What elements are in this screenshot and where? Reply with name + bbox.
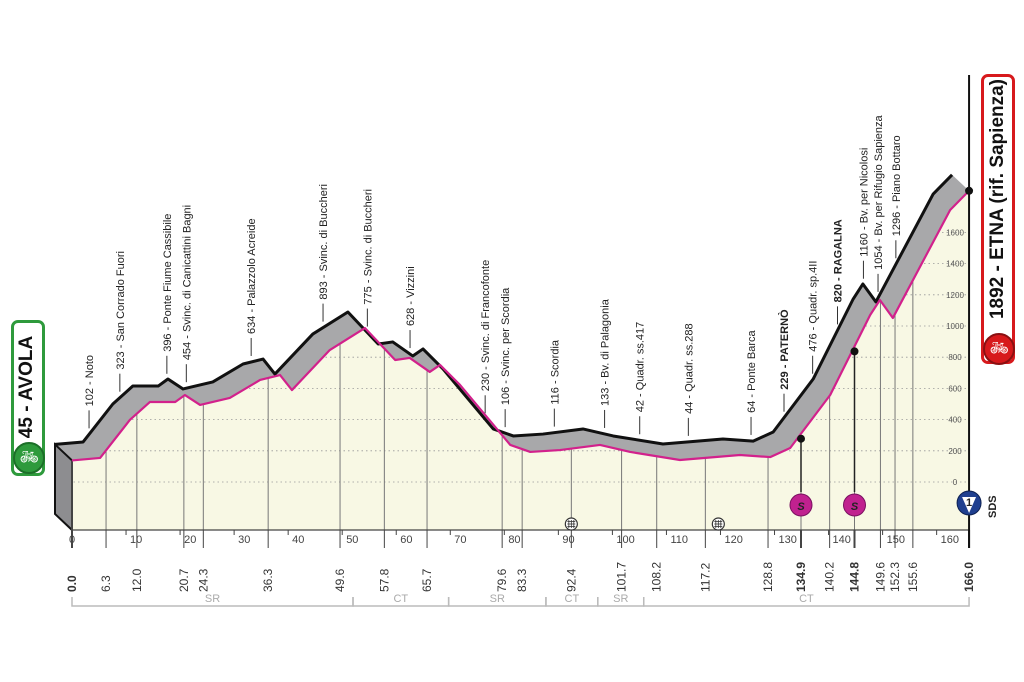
sector-bracket <box>642 597 970 607</box>
finish-label: 1892 - ETNA (rif. Sapienza) <box>987 78 1008 320</box>
profile-start-face <box>54 442 73 533</box>
waypoint-label: 323 - San Corrado Fuori <box>115 251 127 370</box>
x-tick-label: 130 <box>779 534 797 546</box>
km-label: 12.0 <box>130 568 144 592</box>
sprint-dot <box>796 434 805 443</box>
km-label: 144.8 <box>847 562 861 592</box>
x-tick-label: 70 <box>454 534 466 546</box>
start-badge: 45 - AVOLA 🚲︎ <box>11 320 45 476</box>
waypoint-label: 454 - Svinc. di Canicattini Bagni <box>181 205 193 360</box>
y-tick-label: 0 <box>953 478 958 487</box>
finish-badge: 1892 - ETNA (rif. Sapienza) 🚲︎ <box>981 74 1015 365</box>
finish-marker-triangle <box>962 497 977 513</box>
start-label: 45 - AVOLA <box>16 335 37 439</box>
x-tick-label: 150 <box>887 534 905 546</box>
x-tick-label: 90 <box>562 534 574 546</box>
finish-marker-label: 1 <box>966 497 972 509</box>
km-label: 134.9 <box>794 562 808 592</box>
profile-line <box>71 189 970 462</box>
km-label: 140.2 <box>823 562 837 592</box>
waypoint-label: 1054 - Bv. per Rifugio Sapienza <box>873 114 885 269</box>
sprint-icon-label: S <box>851 501 859 513</box>
waypoint-label: 44 - Quadr. ss.288 <box>683 323 695 414</box>
km-label: 149.6 <box>873 562 887 592</box>
waypoint-label: 116 - Scordia <box>549 339 561 404</box>
km-label: 36.3 <box>261 568 275 592</box>
waypoint-label: 133 - Bv. di Palagonia <box>600 298 612 406</box>
km-label: 57.8 <box>377 568 391 592</box>
waypoint-label: 42 - Quadr. ss.417 <box>635 322 647 413</box>
waypoint-label: 775 - Svinc. di Buccheri <box>362 189 374 305</box>
waypoint-label: 476 - Quadr. sp.4II <box>808 261 820 352</box>
waypoint-label: 229 - PATERNÒ <box>778 309 791 390</box>
waypoint-label: 634 - Palazzolo Acreide <box>246 218 258 334</box>
waypoint-label: 230 - Svinc. di Francofonte <box>480 260 492 391</box>
sprint-icon <box>789 493 813 517</box>
x-tick-label: 140 <box>833 534 851 546</box>
sprint-dot <box>850 347 859 356</box>
km-label: 79.6 <box>495 568 509 592</box>
sector-label: SR <box>490 593 505 605</box>
km-label: 6.3 <box>99 575 113 592</box>
km-label: 152.3 <box>888 562 902 592</box>
x-tick-label: 20 <box>184 534 196 546</box>
y-tick-label: 600 <box>948 384 962 393</box>
y-tick-label: 1400 <box>946 260 964 269</box>
x-tick-label: 40 <box>292 534 304 546</box>
waypoint-label: 396 - Ponte Fiume Cassibile <box>162 214 174 352</box>
x-tick-label: 110 <box>670 534 688 546</box>
sector-label: SR <box>205 593 220 605</box>
y-tick-label: 1600 <box>946 228 964 237</box>
x-tick-label: 80 <box>508 534 520 546</box>
waypoint-label: 628 - Vizzini <box>405 266 417 326</box>
x-tick-label: 60 <box>400 534 412 546</box>
km-label: 0.0 <box>65 575 79 592</box>
sector-label: CT <box>393 593 408 605</box>
km-label: 92.4 <box>564 568 578 592</box>
km-label: 83.3 <box>515 568 529 592</box>
km-label: 20.7 <box>177 568 191 592</box>
cyclist-icon: 🚲︎ <box>983 333 1015 365</box>
profile-top-line <box>54 173 954 446</box>
y-tick-label: 400 <box>948 416 962 425</box>
y-tick-label: 200 <box>948 447 962 456</box>
sector-label: SR <box>613 593 628 605</box>
x-tick-label: 100 <box>616 534 634 546</box>
km-label: 155.6 <box>906 562 920 592</box>
km-label: 101.7 <box>615 562 629 592</box>
y-tick-label: 1200 <box>946 291 964 300</box>
km-label: 117.2 <box>698 563 712 592</box>
km-label: 108.2 <box>650 562 664 592</box>
km-label: 65.7 <box>420 568 434 592</box>
x-tick-label: 160 <box>941 534 959 546</box>
sector-label: CT <box>565 593 580 605</box>
x-tick-label: 30 <box>238 534 250 546</box>
km-label: 49.6 <box>333 568 347 592</box>
sprint-icon <box>842 493 866 517</box>
waypoint-label: 820 - RAGALNA <box>832 219 844 302</box>
x-tick-label: 10 <box>130 534 142 546</box>
waypoint-label: 102 - Noto <box>84 355 96 406</box>
cyclist-icon: 🚲︎ <box>13 442 45 474</box>
waypoint-label: 106 - Svinc. per Scordia <box>500 287 512 405</box>
waypoint-label: 64 - Ponte Barca <box>746 329 758 412</box>
x-tick-label: 120 <box>724 534 742 546</box>
profile-fill <box>72 190 970 530</box>
km-label: 24.3 <box>196 568 210 592</box>
x-tick-label: 50 <box>346 534 358 546</box>
finish-marker-text: SDS <box>987 495 999 518</box>
waypoint-label: 1296 - Piano Bottaro <box>891 135 903 236</box>
km-label: 166.0 <box>962 562 976 592</box>
waypoint-label: 1160 - Bv. per Nicolosi <box>858 148 870 257</box>
finish-dot <box>965 186 974 195</box>
sprint-icon-label: S <box>797 501 805 513</box>
y-tick-label: 1000 <box>946 322 964 331</box>
sector-label: CT <box>799 593 814 605</box>
waypoint-label: 893 - Svinc. di Buccheri <box>318 184 330 300</box>
y-tick-label: 800 <box>948 353 962 362</box>
km-label: 128.8 <box>761 562 775 592</box>
